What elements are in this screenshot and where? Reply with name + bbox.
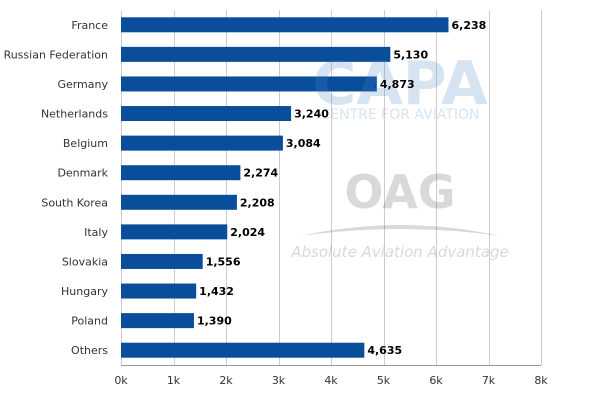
bar (121, 46, 391, 62)
data-label: 4,635 (367, 344, 402, 357)
capa-subtitle-watermark: CENTRE FOR AVIATION (321, 107, 480, 123)
oag-swoosh-icon (300, 225, 500, 236)
bar (121, 76, 377, 92)
data-label: 1,556 (206, 255, 241, 268)
x-tick-label: 3k (272, 374, 286, 387)
data-label: 3,084 (286, 137, 321, 150)
bar (121, 283, 197, 299)
data-label: 3,240 (294, 108, 329, 121)
data-label: 5,130 (393, 48, 428, 61)
x-tick-label: 5k (377, 374, 391, 387)
bar (121, 313, 194, 329)
x-tick-label: 2k (219, 374, 233, 387)
capa-logo-watermark: CAPA (312, 49, 488, 119)
data-label: 4,873 (380, 78, 415, 91)
x-tick-label: 1k (167, 374, 181, 387)
bar (121, 194, 237, 210)
data-label: 6,238 (451, 19, 486, 32)
x-tick-label: 6k (429, 374, 443, 387)
data-label: 2,024 (230, 226, 265, 239)
bars (121, 17, 449, 358)
oag-logo-watermark: OAG (344, 165, 455, 219)
data-label: 1,390 (197, 315, 232, 328)
oag-tagline-watermark: Absolute Aviation Advantage (290, 243, 509, 261)
category-label: Slovakia (62, 255, 108, 268)
bar (121, 342, 365, 358)
category-label: Belgium (63, 137, 108, 150)
category-label: Netherlands (41, 108, 108, 121)
x-tick-label: 0k (114, 374, 128, 387)
category-label: Others (71, 344, 108, 357)
category-label: Italy (84, 226, 108, 239)
bar (121, 253, 203, 269)
bar (121, 17, 449, 33)
category-label: South Korea (41, 196, 108, 209)
category-label: France (71, 19, 108, 32)
watermarks: CAPA CENTRE FOR AVIATION OAG Absolute Av… (290, 49, 509, 261)
category-label: Russian Federation (4, 48, 108, 61)
x-tick-label: 8k (534, 374, 548, 387)
bar (121, 165, 241, 181)
bar (121, 224, 228, 240)
x-tick-label: 7k (482, 374, 496, 387)
x-tick-label: 4k (324, 374, 338, 387)
bar (121, 135, 283, 151)
data-label: 2,208 (240, 196, 275, 209)
category-label: Hungary (61, 285, 108, 298)
grid-lines (121, 10, 542, 366)
category-label: Germany (57, 78, 108, 91)
data-label: 1,432 (199, 285, 234, 298)
data-label: 2,274 (243, 167, 278, 180)
category-label: Poland (71, 315, 108, 328)
category-label: Denmark (57, 167, 108, 180)
bar (121, 106, 292, 122)
labels: 0k 1k 2k 3k 4k 5k 6k 7k 8k France 6,238 Russian Fed… (4, 19, 549, 387)
